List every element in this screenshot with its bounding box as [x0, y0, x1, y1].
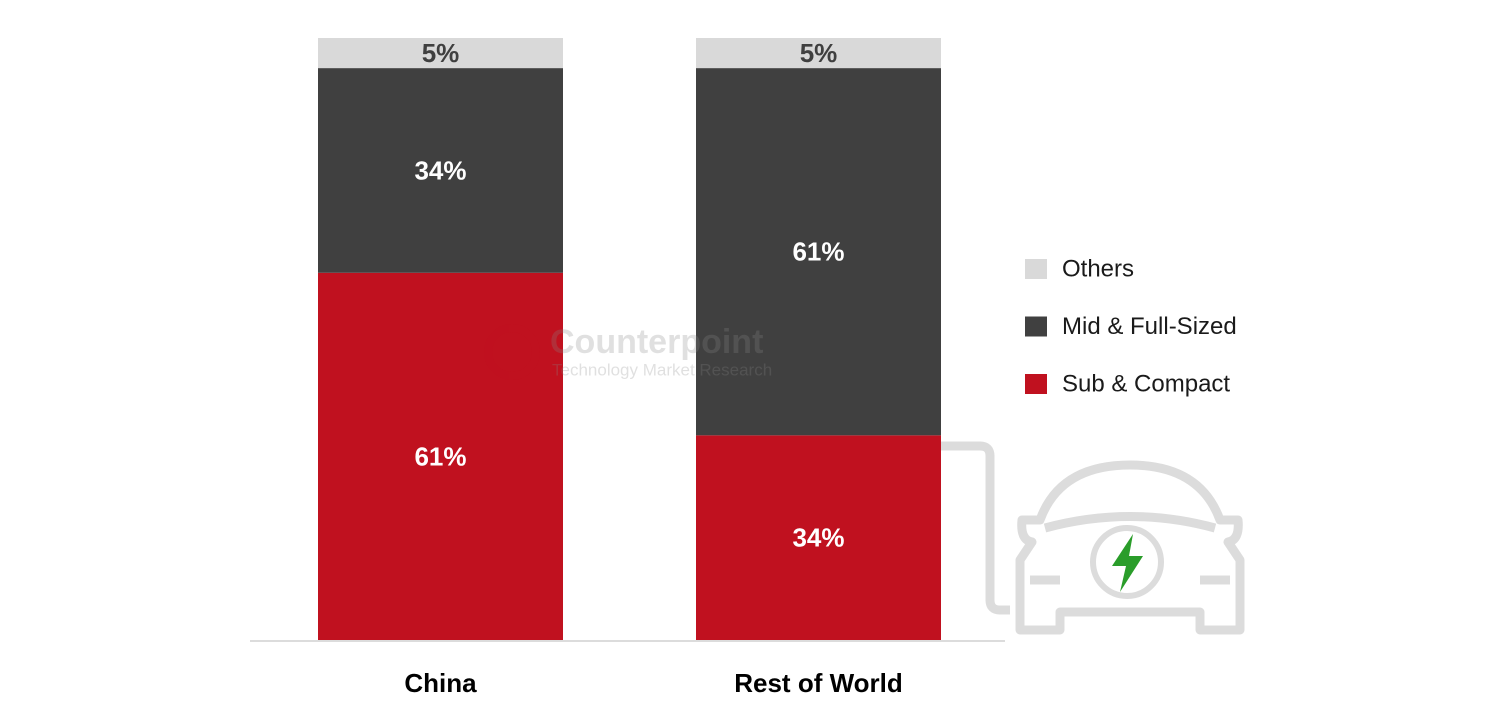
value-label: 5%: [422, 38, 460, 68]
bar-segment: [318, 38, 563, 69]
watermark-name: Counterpoint: [550, 323, 763, 361]
value-label: 61%: [414, 441, 466, 471]
car-icon: [941, 441, 1245, 635]
watermark-logo: [484, 324, 540, 380]
bar-segment: [696, 435, 941, 640]
watermark: Counterpoint Technology Market Research: [484, 323, 772, 380]
legend-swatch: [1025, 316, 1047, 337]
value-label: 34%: [414, 155, 466, 185]
legend-label: Others: [1062, 255, 1134, 282]
value-label: 61%: [792, 237, 844, 267]
x-tick-label: Rest of World: [734, 668, 903, 698]
bolt-icon: [1112, 534, 1143, 592]
bar-segment: [696, 38, 941, 69]
legend-swatch: [1025, 259, 1047, 279]
watermark-tagline: Technology Market Research: [552, 360, 772, 379]
value-label: 5%: [800, 38, 838, 68]
bar-segment: [318, 68, 563, 273]
bar-segment: [318, 272, 563, 640]
x-tick-label: China: [404, 668, 477, 698]
legend-swatch: [1025, 374, 1047, 394]
legend-label: Sub & Compact: [1062, 370, 1230, 397]
value-label: 34%: [792, 523, 844, 553]
bar-segment: [696, 68, 941, 436]
legend-label: Mid & Full-Sized: [1062, 313, 1237, 340]
